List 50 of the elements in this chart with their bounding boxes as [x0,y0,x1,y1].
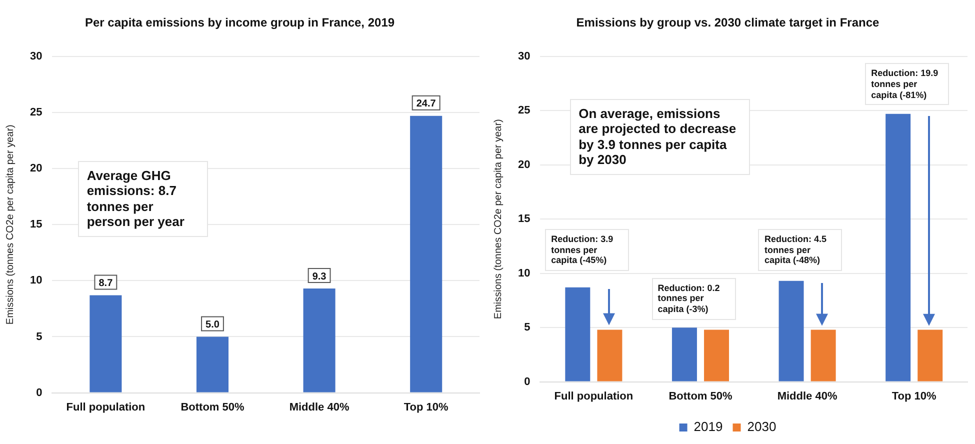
y-tick-label: 0 [36,386,42,399]
chart-title: Emissions by group vs. 2030 climate target in France [576,16,880,30]
x-tick-label: Full population [66,401,146,414]
y-axis-title: Emissions (tonnes CO2e per capita per year) [4,124,16,325]
bar [90,295,122,392]
y-tick-label: 30 [518,50,530,62]
annotation: Reduction: 3.9 tonnes per capita (-45%) [545,228,630,272]
bar [885,114,910,382]
text: 8.7 [98,278,113,289]
annotation: On average, emissions are projected to decrease by 3.9 tonnes per capita by 2030 [570,98,750,176]
y-tick-label: 15 [30,218,42,231]
y-tick-label: 20 [30,162,42,175]
y-tick-label: 0 [524,376,530,388]
x-tick-label: Middle 40% [289,401,350,414]
x-tick-label: Middle 40% [776,390,837,402]
y-tick-label: 20 [518,158,530,171]
text: 24.7 [416,98,436,110]
x-tick-label: Bottom 50% [180,401,245,414]
y-axis-title: Emissions (tonnes CO2e per capita per year) [492,119,504,320]
text: 9.3 [312,271,326,282]
legend-label: 2030 [746,419,776,434]
annotation: Reduction: 0.2 tonnes per capita (-3%) [652,278,736,320]
y-tick-label: 15 [518,213,530,226]
annotation: Average GHG emissions: 8.7 tonnes per person per year [78,160,208,238]
text: 5.0 [206,319,220,330]
bar [196,336,229,392]
y-tick-label: 5 [36,330,42,343]
chart-title: Per capita emissions by income group in France, 2019 [84,16,395,30]
bar [917,330,942,382]
bar [596,330,622,382]
x-tick-label: Full population [554,390,633,402]
legend-label: 2019 [693,419,722,434]
bar [410,116,442,392]
bar [564,287,590,382]
bar [303,288,336,392]
y-tick-label: 30 [30,50,42,62]
x-tick-label: Top 10% [891,390,936,402]
bar [810,330,836,382]
y-tick-label: 10 [30,274,42,287]
y-tick-label: 25 [518,104,530,117]
annotation: Reduction: 4.5 tonnes per capita (-48%) [758,228,842,272]
bar [671,328,696,382]
bar [704,330,729,382]
y-tick-label: 5 [524,322,530,334]
y-tick-label: 25 [30,106,42,118]
annotation: Reduction: 19.9 tonnes per capita (-81%) [865,62,950,106]
bar [778,280,804,382]
y-tick-label: 10 [518,267,530,280]
x-tick-label: Bottom 50% [668,390,732,402]
x-tick-label: Top 10% [404,401,449,414]
